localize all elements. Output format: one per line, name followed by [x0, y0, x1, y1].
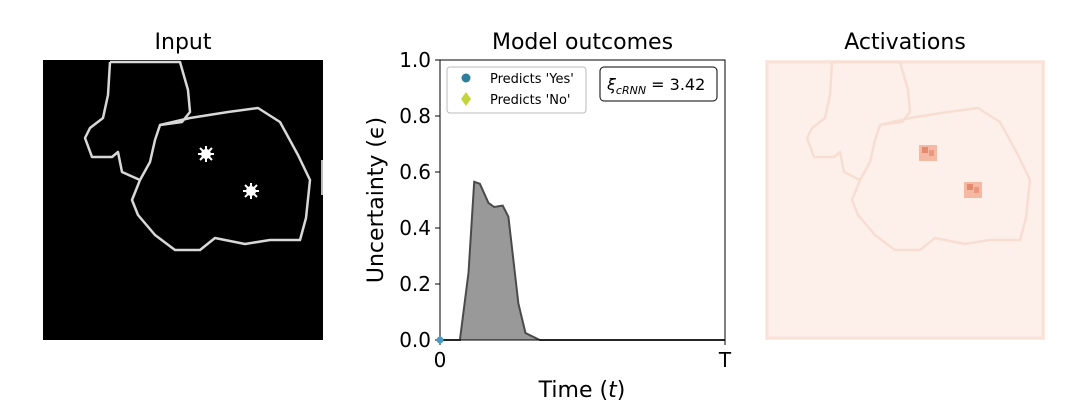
y-tick-label: 0.6 — [399, 160, 431, 184]
x-tick-label: 0 — [434, 348, 447, 372]
prediction-marker — [436, 336, 444, 344]
y-tick-label: 0.4 — [399, 216, 431, 240]
data-markers — [436, 336, 444, 344]
activation-border — [765, 60, 1045, 340]
activations-panel-title: Activations — [844, 30, 966, 55]
input-background — [43, 60, 323, 340]
y-tick-label: 0.8 — [399, 104, 431, 128]
input-panel-title: Input — [154, 30, 212, 55]
y-axis-label: Uncertainty (ϵ) — [364, 117, 389, 283]
annotation-value: = 3.42 — [646, 75, 705, 94]
y-tick-label: 1.0 — [399, 48, 431, 72]
x-tick-label: T — [718, 348, 732, 372]
y-ticks: 0.0 0.2 0.4 0.6 0.8 1.0 — [399, 48, 440, 352]
upper-shape-outline — [110, 60, 192, 127]
legend-marker-no — [461, 92, 471, 106]
svg-text:ξcRNN = 3.42: ξcRNN = 3.42 — [606, 75, 705, 97]
marker-dot-2 — [243, 183, 259, 199]
annotation-box — [599, 66, 718, 102]
chart-title: Model outcomes — [491, 30, 674, 55]
area-layer — [440, 180, 725, 341]
x-axis-label: Time (t) — [538, 378, 626, 400]
annotation-subscript: cRNN — [616, 84, 646, 97]
activation-spot-1 — [919, 145, 937, 161]
legend-label-yes: Predicts 'Yes' — [490, 72, 574, 87]
xi-annotation: ξcRNN = 3.42 — [599, 66, 718, 102]
marker-dot-1 — [198, 146, 214, 162]
activation-spot-2 — [964, 182, 982, 198]
activation-faint-outline — [805, 60, 1032, 252]
uncertainty-line-0 — [440, 180, 725, 341]
y-tick-label: 0.0 — [399, 328, 431, 352]
legend-box — [446, 66, 587, 114]
activation-map — [765, 60, 1045, 340]
legend-marker-yes — [461, 73, 471, 83]
y-tick-label: 0.2 — [399, 272, 431, 296]
chart-plot-frame — [439, 59, 726, 341]
input-image — [43, 60, 323, 340]
upper-shape-outline-left — [83, 61, 141, 182]
annotation-symbol: ξ — [606, 75, 617, 94]
uncertainty-area-0 — [440, 181, 725, 340]
lower-shape-outline — [130, 106, 312, 252]
legend-label-no: Predicts 'No' — [490, 93, 571, 108]
activation-background — [765, 60, 1045, 340]
legend: Predicts 'Yes' Predicts 'No' — [446, 66, 587, 114]
